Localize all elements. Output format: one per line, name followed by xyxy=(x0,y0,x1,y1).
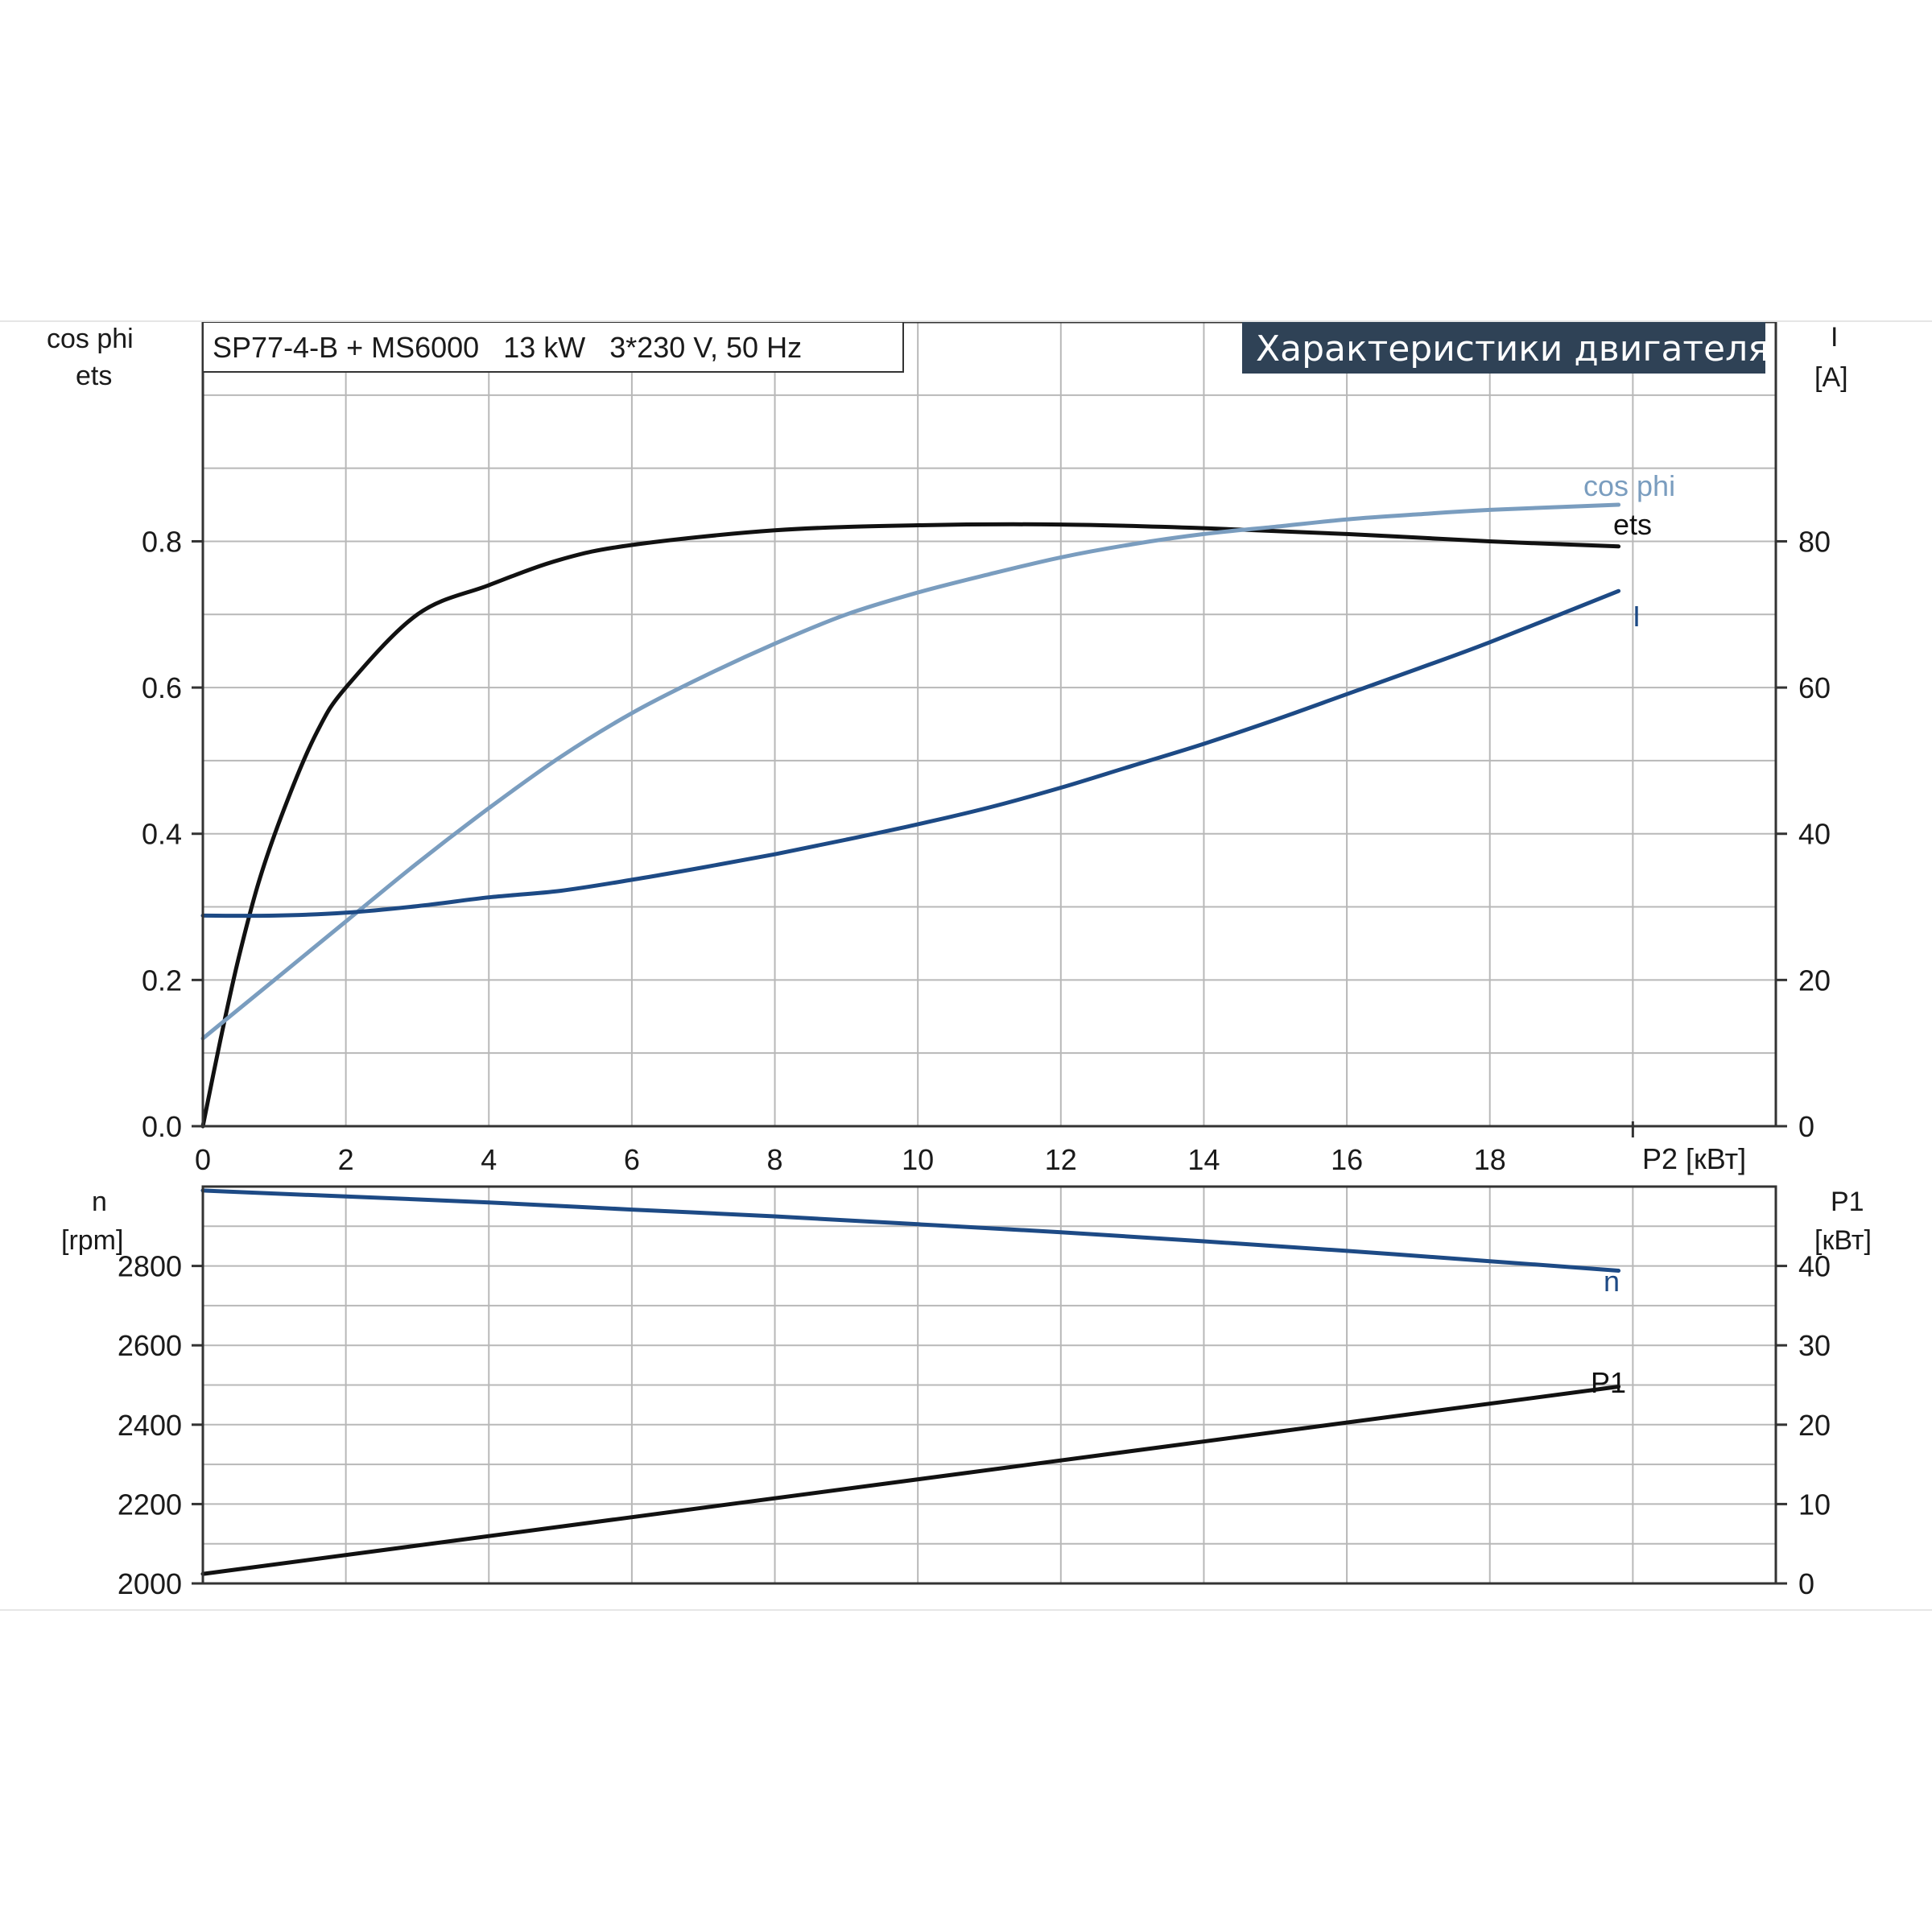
left-axis-label-ets: ets xyxy=(76,361,112,391)
banner-text: Характеристики двигателя xyxy=(1256,328,1769,369)
series-line-ets xyxy=(200,522,1621,1129)
left-tick-label: 0.4 xyxy=(142,818,182,851)
left-tick-label: 0.0 xyxy=(142,1110,182,1143)
x-tick-label: 18 xyxy=(1474,1143,1506,1176)
left-axis-label-cos-phi: cos phi xyxy=(47,324,134,354)
x-tick-label: 12 xyxy=(1045,1143,1077,1176)
x-tick-label: 10 xyxy=(902,1143,934,1176)
right-tick-label: 10 xyxy=(1798,1488,1831,1521)
right-axis-label-p1: P1 xyxy=(1831,1187,1864,1217)
bottom-panel: 2000 2200 2400 2600 2800 0 10 20 30 40 n [rpm] P1… xyxy=(61,1185,1872,1600)
bottom-ticks: 2000 2200 2400 2600 2800 0 10 20 30 40 xyxy=(118,1250,1831,1600)
left-tick-label: 2000 xyxy=(118,1567,182,1600)
x-tick-label: 2 xyxy=(338,1143,354,1176)
right-tick-label: 0 xyxy=(1798,1110,1814,1143)
right-tick-label: 80 xyxy=(1798,525,1831,558)
x-axis-label: P2 [кВт] xyxy=(1642,1142,1746,1175)
left-tick-label: 2200 xyxy=(118,1488,182,1521)
banner xyxy=(1242,322,1765,374)
x-tick-label: 8 xyxy=(767,1143,783,1176)
curve-label-n: n xyxy=(1604,1265,1620,1298)
chart-title: SP77-4-B + MS6000 13 kW 3*230 V, 50 Hz xyxy=(213,331,802,364)
top-ticks: 0.0 0.2 0.4 0.6 0.8 0 20 40 60 80 0 2 4 6 8 10 12 14 16 18 xyxy=(142,525,1831,1176)
right-tick-label: 60 xyxy=(1798,671,1831,704)
left-tick-label: 0.6 xyxy=(142,671,182,704)
curve-label-cos-phi: cos phi xyxy=(1583,469,1675,502)
series-line-p1 xyxy=(200,1385,1621,1576)
left-tick-label: 2600 xyxy=(118,1329,182,1362)
right-tick-label: 30 xyxy=(1798,1329,1831,1362)
left-tick-label: 0.8 xyxy=(142,525,182,558)
series-line-n xyxy=(200,1188,1621,1273)
series-line-cos-phi xyxy=(200,502,1621,1041)
curve-label-p1: P1 xyxy=(1591,1366,1626,1399)
left-tick-label: 0.2 xyxy=(142,964,182,997)
x-tick-label: 16 xyxy=(1331,1143,1363,1176)
left-axis-label-unit-rpm: [rpm] xyxy=(61,1225,123,1256)
right-axis-label-unit-kw: [кВт] xyxy=(1814,1225,1872,1256)
top-grid xyxy=(203,322,1776,1126)
x-tick-label: 0 xyxy=(195,1143,211,1176)
left-tick-label: 2800 xyxy=(118,1250,182,1283)
right-tick-label: 20 xyxy=(1798,964,1831,997)
curve-label-i: I xyxy=(1633,600,1641,633)
x-tick-label: 6 xyxy=(624,1143,640,1176)
right-axis-label-unit-a: [A] xyxy=(1814,362,1848,393)
right-tick-label: 20 xyxy=(1798,1409,1831,1442)
curve-label-ets: ets xyxy=(1613,508,1652,541)
right-tick-label: 40 xyxy=(1798,818,1831,851)
right-tick-label: 40 xyxy=(1798,1250,1831,1283)
left-axis-label-n: n xyxy=(92,1187,107,1217)
right-tick-label: 0 xyxy=(1798,1567,1814,1600)
series-line-i xyxy=(200,588,1621,919)
left-tick-label: 2400 xyxy=(118,1409,182,1442)
title-box xyxy=(202,321,904,373)
bottom-plot-frame xyxy=(201,1185,1777,1585)
bottom-curves xyxy=(200,1188,1621,1576)
x-tick-label: 4 xyxy=(481,1143,497,1176)
top-curves xyxy=(200,502,1621,1129)
right-axis-label-i: I xyxy=(1831,322,1838,353)
x-tick-label: 14 xyxy=(1187,1143,1220,1176)
